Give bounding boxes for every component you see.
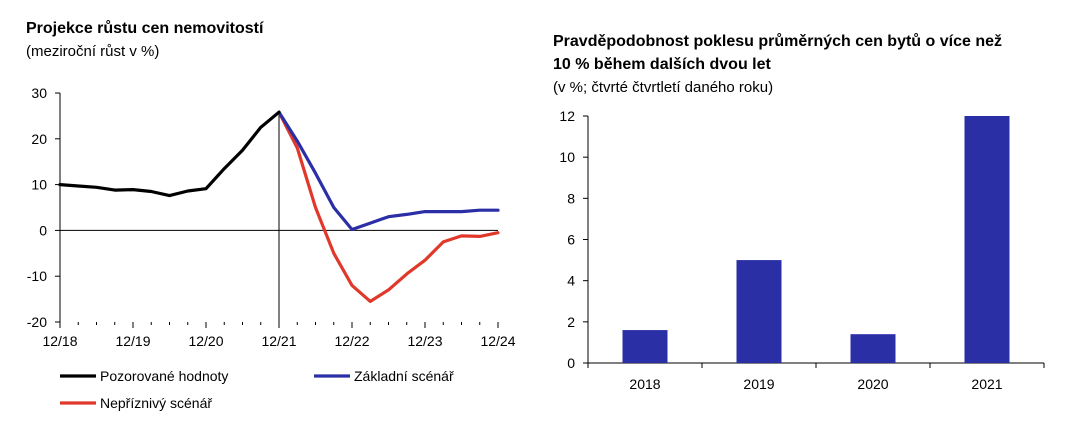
bar-2018: [622, 330, 668, 363]
bar-chart-y-tick-label: 2: [567, 314, 575, 330]
bar-2019: [736, 260, 782, 363]
bar-chart-title-line-1: Pravděpodobnost poklesu průměrných cen b…: [553, 33, 1002, 50]
line-chart-x-tick-label: 12/24: [480, 333, 515, 349]
bar-chart-x-tick-label: 2019: [743, 376, 774, 392]
bar-chart-title-line-2: 10 % během dalších dvou let: [553, 56, 771, 73]
line-chart-y-tick-label: -20: [27, 314, 47, 330]
line-chart-x-tick-label: 12/20: [188, 333, 223, 349]
legend-observed-label: Pozorované hodnoty: [100, 368, 228, 384]
bar-chart-y-tick-label: 4: [567, 273, 575, 289]
bar-chart-subtitle: (v %; čtvrté čtvrtletí daného roku): [553, 79, 774, 96]
line-chart-x-tick-label: 12/22: [334, 333, 369, 349]
bar-chart-y-tick-label: 6: [567, 232, 575, 248]
bar-2020: [850, 334, 896, 363]
line-chart-y-tick-label: 30: [31, 85, 47, 101]
line-baseline-scenario: [277, 110, 500, 232]
bar-chart-x-tick-label: 2021: [971, 376, 1002, 392]
line-chart-y-tick-label: 20: [31, 131, 47, 147]
bar-chart-x-tick-label: 2020: [857, 376, 888, 392]
bar-chart-y-tick-label: 0: [567, 355, 575, 371]
bar-chart-y-tick-label: 8: [567, 190, 575, 206]
line-chart-x-tick-label: 12/18: [42, 333, 77, 349]
bar-chart-x-tick-label: 2018: [629, 376, 660, 392]
legend-adverse-scenario-label: Nepříznivý scénář: [100, 395, 212, 411]
line-adverse-scenario: [277, 110, 500, 303]
line-chart-x-tick-label: 12/23: [407, 333, 442, 349]
line-chart-x-tick-label: 12/21: [261, 333, 296, 349]
legend-baseline-scenario-label: Základní scénář: [354, 368, 454, 384]
line-observed: [58, 110, 281, 198]
line-chart-y-tick-label: 0: [39, 222, 47, 238]
bar-2021: [964, 116, 1010, 363]
line-chart-x-tick-label: 12/19: [115, 333, 150, 349]
line-chart-y-tick-label: -10: [27, 268, 47, 284]
line-chart-title: Projekce růstu cen nemovitostí: [26, 20, 264, 37]
bar-chart-y-tick-label: 10: [559, 149, 575, 165]
bar-chart-y-tick-label: 12: [559, 108, 575, 124]
line-chart-subtitle: (meziroční růst v %): [26, 43, 160, 60]
line-chart-y-tick-label: 10: [31, 177, 47, 193]
